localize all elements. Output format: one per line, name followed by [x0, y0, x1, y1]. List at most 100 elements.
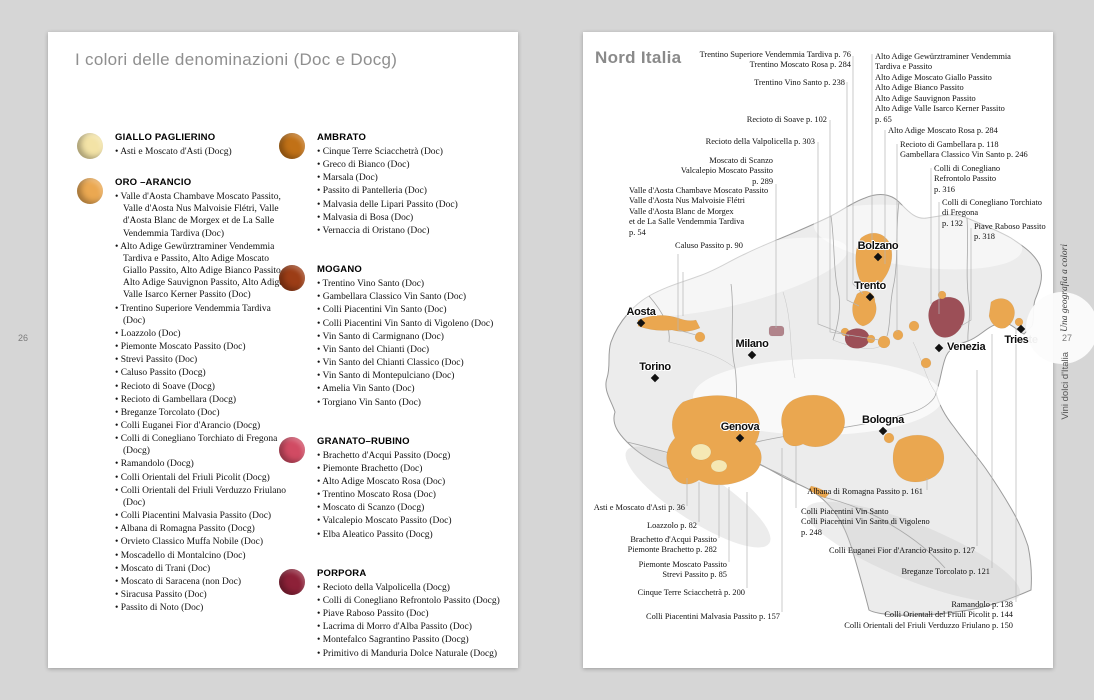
page-number-left: 26: [18, 333, 29, 343]
right-page: Nord Italia: [583, 32, 1053, 668]
map-label: Albana di Romagna Passito p. 161: [807, 487, 923, 496]
map-label: Colli Euganei Fior d'Arancio Passito p. …: [829, 546, 975, 555]
map-label: Asti e Moscato d'Asti p. 36: [593, 503, 685, 512]
wine-item: Colli Piacentini Malvasia Passito (Doc): [115, 510, 287, 522]
wine-item: Colli Piacentini Vin Santo di Vigoleno (…: [317, 318, 511, 330]
category-name: GIALLO PAGLIERINO: [115, 132, 216, 143]
category-name: MOGANO: [317, 264, 363, 276]
wine-list: Asti e Moscato d'Asti (Docg): [115, 146, 287, 158]
series-title: Una geografia a colori: [1060, 244, 1070, 332]
category-name: GRANATO–RUBINO: [317, 435, 410, 447]
wine-item: Albana di Romagna Passito (Docg): [115, 523, 287, 535]
wine-item: Valle d'Aosta Chambave Moscato Passito, …: [115, 191, 287, 240]
map-label: Caluso Passito p. 90: [675, 241, 743, 250]
color-swatch: [279, 568, 305, 595]
wine-item: Piemonte Brachetto (Doc): [317, 463, 511, 475]
wine-item: Vin Santo di Montepulciano (Doc): [317, 370, 511, 382]
wine-item: Colli di Conegliano Torchiato di Fregona…: [115, 433, 287, 457]
north-italy-map: [605, 54, 1042, 616]
map-label: Piave Raboso Passito p. 318: [974, 222, 1046, 242]
wine-item: Colli Piacentini Vin Santo (Doc): [317, 304, 511, 316]
wine-item: Asti e Moscato d'Asti (Docg): [115, 146, 287, 158]
wine-item: Brachetto d'Acqui Passito (Docg): [317, 450, 511, 462]
wine-item: Amelia Vin Santo (Doc): [317, 383, 511, 395]
wine-list: Trentino Vino Santo (Doc)Gambellara Clas…: [317, 278, 511, 409]
map-label: Trentino Vino Santo p. 238: [754, 78, 845, 87]
wine-item: Passito di Pantelleria (Doc): [317, 185, 511, 197]
map-label: Colli di Conegliano Torchiato di Fregona…: [942, 198, 1042, 228]
wine-item: Greco di Bianco (Doc): [317, 159, 511, 171]
wine-item: Lacrima di Morro d'Alba Passito (Doc): [317, 621, 511, 633]
wine-item: Moscato di Scanzo (Docg): [317, 502, 511, 514]
color-swatch: [77, 178, 103, 205]
left-page: I colori delle denominazioni (Doc e Docg…: [48, 32, 518, 668]
wine-item: Malvasia delle Lipari Passito (Doc): [317, 199, 511, 211]
map-label: Trentino Superiore Vendemmia Tardiva p. …: [699, 50, 851, 70]
page-title: Nord Italia: [595, 48, 682, 67]
map-label: Ramandolo p. 138 Colli Orientali del Fri…: [844, 600, 1013, 630]
wine-item: Vernaccia di Oristano (Doc): [317, 225, 511, 237]
map-denomination-patches: [637, 232, 1024, 499]
color-swatch: [279, 436, 305, 463]
wine-item: Recioto di Soave (Docg): [115, 381, 287, 393]
wine-item: Strevi Passito (Doc): [115, 354, 287, 366]
wine-item: Ramandolo (Docg): [115, 458, 287, 470]
color-category-granato-rubino: GRANATO–RUBINO Brachetto d'Acqui Passito…: [279, 436, 511, 542]
map-label: Cinque Terre Sciacchetrà p. 200: [637, 588, 745, 597]
map-label: Loazzolo p. 82: [646, 521, 697, 530]
wine-item: Valcalepio Moscato Passito (Doc): [317, 515, 511, 527]
wine-item: Vin Santo di Carmignano (Doc): [317, 331, 511, 343]
wine-item: Elba Aleatico Passito (Docg): [317, 529, 511, 541]
wine-item: Passito di Noto (Doc): [115, 602, 287, 614]
wine-list: Valle d'Aosta Chambave Moscato Passito, …: [115, 191, 287, 614]
map-label: Alto Adige Gewürztraminer Vendemmia Tard…: [875, 52, 1011, 124]
color-category-porpora: PORPORA Recioto della Valpolicella (Docg…: [279, 568, 511, 661]
map-label: Brachetto d'Acqui Passito Piemonte Brach…: [627, 535, 717, 555]
color-swatch: [279, 133, 305, 159]
wine-item: Vin Santo del Chianti Classico (Doc): [317, 357, 511, 369]
wine-item: Primitivo di Manduria Dolce Naturale (Do…: [317, 648, 511, 660]
map-label: Recioto di Gambellara p. 118 Gambellara …: [900, 140, 1028, 160]
wine-item: Cinque Terre Sciacchetrà (Doc): [317, 146, 511, 158]
wine-item: Colli Orientali del Friuli Picolit (Docg…: [115, 472, 287, 484]
color-category-mogano: MOGANO Trentino Vino Santo (Doc)Gambella…: [279, 264, 511, 410]
wine-item: Caluso Passito (Docg): [115, 367, 287, 379]
wine-list: Brachetto d'Acqui Passito (Docg)Piemonte…: [317, 450, 511, 541]
wine-item: Colli Euganei Fior d'Arancio (Docg): [115, 420, 287, 432]
color-category-oro-arancio: ORO –ARANCIO Valle d'Aosta Chambave Mosc…: [77, 177, 287, 615]
wine-item: Moscato di Trani (Doc): [115, 563, 287, 575]
map-label: Colli Piacentini Malvasia Passito p. 157: [646, 612, 780, 621]
map-label: Recioto della Valpolicella p. 303: [705, 137, 815, 146]
map-label: Colli Piacentini Vin Santo Colli Piacent…: [801, 507, 930, 537]
wine-item: Marsala (Doc): [317, 172, 511, 184]
page-title: I colori delle denominazioni (Doc e Docg…: [75, 50, 398, 69]
map-leader-lines: [677, 54, 1017, 612]
wine-item: Piemonte Moscato Passito (Doc): [115, 341, 287, 353]
color-category-giallo-paglierino: GIALLO PAGLIERINO Asti e Moscato d'Asti …: [77, 132, 287, 159]
wine-item: Torgiano Vin Santo (Doc): [317, 397, 511, 409]
wine-item: Colli Orientali del Friuli Verduzzo Friu…: [115, 485, 287, 509]
wine-item: Vin Santo del Chianti (Doc): [317, 344, 511, 356]
map-label: Breganze Torcolato p. 121: [901, 567, 990, 576]
category-name: AMBRATO: [317, 132, 367, 143]
map-label: Piemonte Moscato Passito Strevi Passito …: [638, 560, 727, 580]
map-label: Colli di Conegliano Refrontolo Passito p…: [934, 164, 1001, 194]
book-title: Vini dolci d'Italia: [1060, 352, 1071, 420]
wine-item: Trentino Superiore Vendemmia Tardiva (Do…: [115, 303, 287, 327]
map-label: Alto Adige Moscato Rosa p. 284: [888, 126, 998, 135]
wine-item: Malvasia di Bosa (Doc): [317, 212, 511, 224]
wine-item: Gambellara Classico Vin Santo (Doc): [317, 291, 511, 303]
wine-item: Alto Adige Gewürztraminer Vendemmia Tard…: [115, 241, 287, 302]
category-name: PORPORA: [317, 567, 367, 579]
wine-item: Loazzolo (Doc): [115, 328, 287, 340]
page-number-right: 27: [1062, 333, 1073, 343]
color-category-ambrato: AMBRATO Cinque Terre Sciacchetrà (Doc)Gr…: [279, 132, 511, 238]
wine-item: Piave Raboso Passito (Doc): [317, 608, 511, 620]
wine-item: Breganze Torcolato (Doc): [115, 407, 287, 419]
legend-column-2: AMBRATO Cinque Terre Sciacchetrà (Doc)Gr…: [279, 132, 511, 661]
wine-item: Moscato di Saracena (non Doc): [115, 576, 287, 588]
map-label: Valle d'Aosta Chambave Moscato Passito V…: [629, 186, 769, 237]
wine-item: Trentino Moscato Rosa (Doc): [317, 489, 511, 501]
wine-list: Recioto della Valpolicella (Docg)Colli d…: [317, 582, 511, 660]
